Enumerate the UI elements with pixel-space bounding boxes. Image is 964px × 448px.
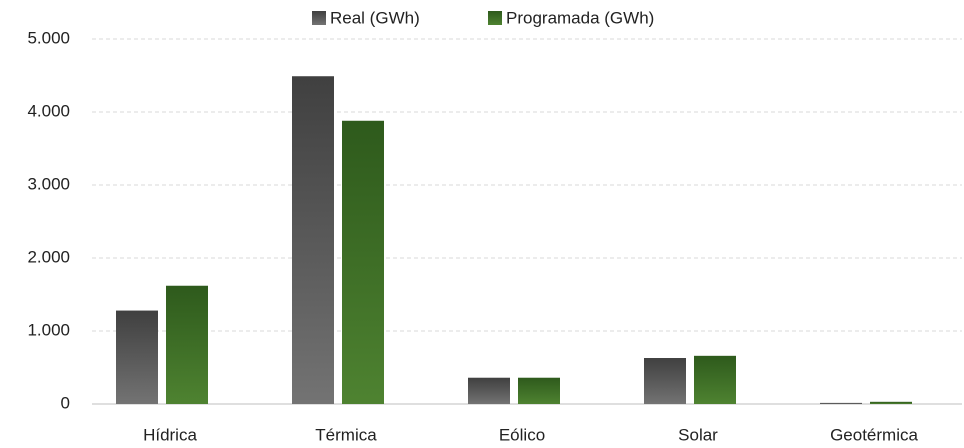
legend-swatch bbox=[488, 11, 502, 25]
bar bbox=[468, 377, 510, 404]
x-tick-label: Geotérmica bbox=[830, 425, 918, 444]
bar bbox=[166, 285, 208, 404]
bar bbox=[694, 355, 736, 404]
legend-label: Real (GWh) bbox=[330, 8, 420, 27]
y-tick-label: 1.000 bbox=[27, 320, 70, 339]
bar bbox=[342, 120, 384, 404]
x-tick-label: Hídrica bbox=[143, 425, 197, 444]
bar bbox=[870, 401, 912, 404]
bar bbox=[518, 377, 560, 404]
x-tick-label: Solar bbox=[678, 425, 718, 444]
bar bbox=[644, 358, 686, 404]
y-tick-label: 4.000 bbox=[27, 101, 70, 120]
y-tick-label: 0 bbox=[61, 393, 70, 412]
y-tick-label: 5.000 bbox=[27, 28, 70, 47]
x-tick-label: Térmica bbox=[315, 425, 377, 444]
bar bbox=[820, 402, 862, 404]
bar bbox=[116, 310, 158, 404]
legend-label: Programada (GWh) bbox=[506, 8, 654, 27]
y-tick-label: 3.000 bbox=[27, 174, 70, 193]
x-tick-label: Eólico bbox=[499, 425, 545, 444]
legend-swatch bbox=[312, 11, 326, 25]
bar bbox=[292, 76, 334, 404]
y-tick-label: 2.000 bbox=[27, 247, 70, 266]
